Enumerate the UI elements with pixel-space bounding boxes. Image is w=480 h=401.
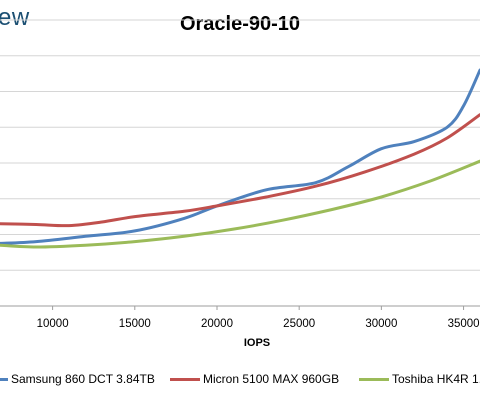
x-tick-label: 10000 xyxy=(37,318,69,330)
series-line-samsung-860-dct xyxy=(0,68,480,245)
x-tick-label: 15000 xyxy=(119,318,151,330)
legend-item-micron-5100-max: Micron 5100 MAX 960GB xyxy=(170,372,339,386)
legend-swatch xyxy=(0,377,8,381)
legend-item-toshiba-hk4r: Toshiba HK4R 1. xyxy=(359,372,480,386)
series-layer xyxy=(0,68,480,249)
chart-legend: Samsung 860 DCT 3.84TB Micron 5100 MAX 96… xyxy=(0,372,480,390)
chart-title: Oracle-90-10 xyxy=(179,13,301,35)
legend-label: Micron 5100 MAX 960GB xyxy=(203,372,340,386)
legend-swatch xyxy=(170,377,200,381)
brand-logo: ew xyxy=(0,4,30,31)
legend-label: Toshiba HK4R 1. xyxy=(392,372,480,386)
legend-swatch xyxy=(359,377,389,381)
axis-layer: 10000 15000 20000 25000 30000 35000 xyxy=(37,306,480,330)
legend-label: Samsung 860 DCT 3.84TB xyxy=(11,372,155,386)
x-tick-label: 35000 xyxy=(448,318,480,330)
x-tick-label: 25000 xyxy=(283,318,315,330)
grid-layer xyxy=(0,19,480,307)
x-tick-label: 20000 xyxy=(201,318,233,330)
x-tick-label: 30000 xyxy=(365,318,397,330)
x-axis-title: IOPS xyxy=(244,337,270,349)
series-line-toshiba-hk4r xyxy=(0,159,480,249)
legend-item-samsung-860-dct: Samsung 860 DCT 3.84TB xyxy=(0,372,155,386)
series-line-micron-5100-max xyxy=(0,113,480,228)
